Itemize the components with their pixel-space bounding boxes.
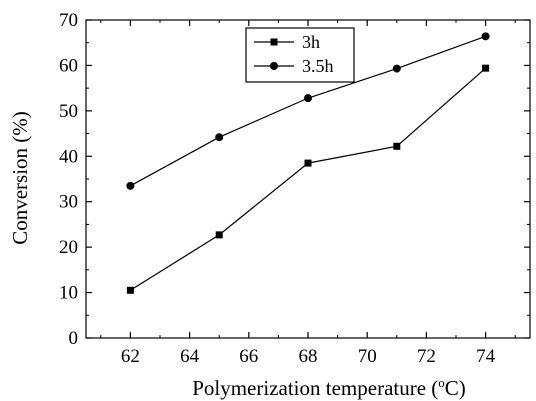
data-point	[304, 94, 312, 103]
y-tick-label: 30	[59, 192, 78, 213]
data-point	[304, 159, 312, 167]
x-axis-title-tail: C)	[445, 376, 466, 400]
data-point	[215, 231, 223, 239]
axes: 0 10 20 30 40 50 60 70 62 64 66 68 70 72 74	[59, 10, 530, 367]
legend-label: 3.5h	[302, 56, 334, 76]
x-tick-label: 64	[180, 346, 200, 367]
x-axis-title-superscript: o	[438, 375, 445, 390]
x-tick-label: 62	[121, 346, 140, 367]
data-point	[481, 32, 490, 41]
data-point	[126, 181, 135, 190]
x-tick-label: 66	[239, 346, 258, 367]
y-tick-label: 60	[59, 55, 78, 76]
legend-box	[245, 27, 355, 83]
x-tick-label: 70	[358, 346, 377, 367]
legend-marker	[270, 38, 278, 46]
y-tick-label: 50	[59, 101, 78, 122]
y-tick-label: 20	[59, 237, 78, 258]
legend-marker	[270, 62, 278, 70]
y-tick-label: 70	[59, 10, 78, 31]
data-point	[393, 142, 401, 150]
data-point	[126, 286, 134, 294]
series-3h	[126, 64, 490, 294]
x-tick-label: 74	[476, 346, 496, 367]
data-point	[482, 64, 490, 72]
x-tick-label: 72	[417, 346, 436, 367]
data-point	[215, 133, 224, 142]
x-tick-label: 68	[299, 346, 318, 367]
data-point	[392, 64, 401, 73]
series-layer	[126, 32, 490, 294]
legend: 3h 3.5h	[245, 27, 355, 83]
x-axis-title: Polymerization temperature (oC)	[192, 375, 466, 400]
y-tick-label: 40	[59, 146, 78, 167]
y-tick-label: 0	[69, 328, 79, 349]
x-axis-title-main: Polymerization temperature (	[192, 376, 438, 400]
y-tick-label: 10	[59, 283, 78, 304]
series-3-5h	[126, 32, 490, 190]
y-axis-title: Conversion (%)	[8, 111, 32, 245]
legend-label: 3h	[302, 32, 320, 52]
